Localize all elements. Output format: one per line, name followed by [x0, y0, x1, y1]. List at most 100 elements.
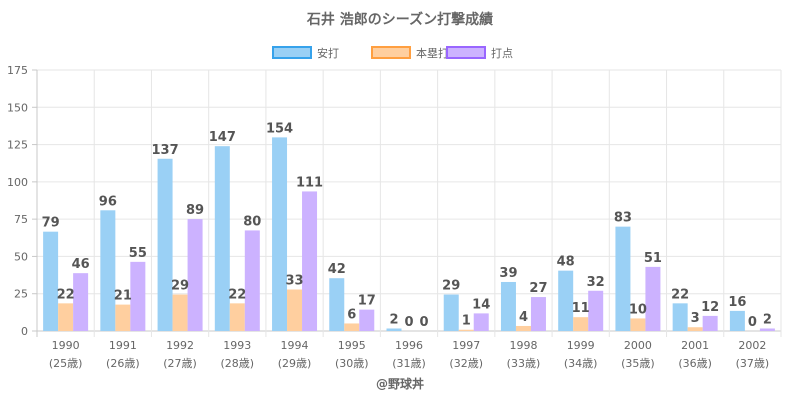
- data-label-2-7: 14: [472, 297, 490, 312]
- x-tick-age-6: (31歳): [392, 357, 426, 370]
- y-tick-label-7: 175: [7, 64, 28, 77]
- legend-label-2: 打点: [491, 46, 513, 60]
- bar-1-8: [515, 325, 531, 331]
- data-label-0-1: 96: [99, 194, 117, 209]
- data-label-0-11: 22: [671, 287, 689, 302]
- y-tick-label-4: 100: [7, 176, 28, 189]
- x-tick-age-8: (33歳): [507, 357, 541, 370]
- legend-swatch-0: [272, 46, 312, 59]
- bar-1-5: [344, 323, 360, 331]
- bar-2-11: [702, 315, 718, 331]
- x-tick-year-11: 2001: [681, 339, 709, 352]
- data-label-1-8: 4: [519, 310, 528, 325]
- bar-1-2: [172, 294, 188, 331]
- data-label-0-12: 16: [728, 295, 746, 310]
- legend-label-0: 安打: [317, 46, 339, 60]
- data-label-1-3: 22: [228, 287, 246, 302]
- data-label-2-10: 51: [644, 251, 662, 266]
- bars: [43, 137, 775, 331]
- x-tick-year-8: 1998: [509, 339, 537, 352]
- bar-2-4: [302, 191, 318, 331]
- bar-2-10: [645, 266, 661, 331]
- bar-1-11: [687, 327, 703, 331]
- bar-0-10: [615, 226, 631, 331]
- bar-0-0: [43, 231, 59, 331]
- bar-0-4: [272, 137, 288, 331]
- bar-1-9: [573, 317, 589, 331]
- x-tick-year-7: 1997: [452, 339, 480, 352]
- data-label-1-9: 11: [572, 301, 590, 316]
- legend-swatch-1: [371, 46, 411, 59]
- bar-1-10: [630, 318, 646, 331]
- data-label-0-8: 39: [499, 266, 517, 281]
- y-tick-label-3: 75: [14, 213, 28, 226]
- data-label-2-4: 111: [296, 175, 323, 190]
- data-label-2-2: 89: [186, 203, 204, 218]
- bar-0-9: [558, 270, 574, 331]
- legend-swatch-2: [446, 46, 486, 59]
- x-tick-age-10: (35歳): [621, 357, 655, 370]
- x-tick-year-5: 1995: [338, 339, 366, 352]
- grid: [36, 69, 782, 337]
- data-label-0-4: 154: [266, 121, 293, 136]
- y-tick-label-2: 50: [14, 250, 28, 263]
- bar-2-12: [759, 328, 775, 331]
- data-label-2-6: 0: [419, 315, 428, 330]
- data-label-0-10: 83: [614, 211, 632, 226]
- bar-1-3: [229, 303, 245, 331]
- bar-0-3: [214, 146, 230, 331]
- data-label-1-7: 1: [462, 314, 471, 329]
- x-tick-age-11: (36歳): [678, 357, 712, 370]
- x-tick-year-12: 2002: [738, 339, 766, 352]
- data-label-1-1: 21: [114, 289, 132, 304]
- data-label-2-9: 32: [587, 275, 605, 290]
- bar-2-1: [130, 261, 146, 331]
- bar-2-2: [187, 219, 203, 331]
- y-tick-label-1: 25: [14, 288, 28, 301]
- chart-title: 石井 浩郎のシーズン打撃成績: [306, 11, 493, 28]
- bar-1-7: [458, 329, 474, 331]
- x-tick-age-7: (32歳): [449, 357, 483, 370]
- x-tick-year-1: 1991: [109, 339, 137, 352]
- x-tick-age-12: (37歳): [736, 357, 770, 370]
- x-tick-year-10: 2000: [624, 339, 652, 352]
- data-label-1-4: 33: [285, 274, 303, 289]
- bar-0-2: [157, 158, 173, 331]
- bar-2-5: [359, 309, 375, 331]
- x-tick-age-3: (28歳): [221, 357, 255, 370]
- bar-0-6: [386, 328, 402, 331]
- x-tick-age-4: (29歳): [278, 357, 312, 370]
- data-label-2-0: 46: [72, 257, 90, 272]
- x-tick-age-9: (34歳): [564, 357, 598, 370]
- data-label-1-6: 0: [404, 315, 413, 330]
- data-label-1-2: 29: [171, 279, 189, 294]
- data-label-2-3: 80: [243, 214, 261, 229]
- bar-1-4: [287, 289, 303, 331]
- legend-label-1: 本塁打: [416, 46, 449, 60]
- y-axis: 0 25 50 75 100 125 150 175: [7, 64, 37, 338]
- bar-2-9: [588, 290, 604, 331]
- x-tick-year-6: 1996: [395, 339, 423, 352]
- data-label-0-0: 79: [42, 216, 60, 231]
- data-label-1-0: 22: [57, 287, 75, 302]
- x-tick-age-5: (30歳): [335, 357, 369, 370]
- data-label-0-7: 29: [442, 279, 460, 294]
- bar-1-0: [58, 303, 74, 331]
- bar-0-11: [672, 303, 688, 331]
- x-tick-age-1: (26歳): [106, 357, 140, 370]
- x-tick-year-2: 1992: [166, 339, 194, 352]
- data-label-2-8: 27: [529, 281, 547, 296]
- data-label-1-10: 10: [629, 302, 647, 317]
- data-label-1-5: 6: [347, 307, 356, 322]
- credit-text: @野球丼: [376, 376, 424, 391]
- bar-0-7: [443, 294, 459, 331]
- bar-2-0: [73, 273, 89, 331]
- bar-1-1: [115, 304, 131, 331]
- bar-2-7: [473, 313, 489, 331]
- bar-2-3: [244, 230, 260, 331]
- data-label-2-5: 17: [358, 294, 376, 309]
- bar-0-5: [329, 278, 345, 331]
- x-tick-year-4: 1994: [281, 339, 309, 352]
- data-label-1-11: 3: [691, 311, 700, 326]
